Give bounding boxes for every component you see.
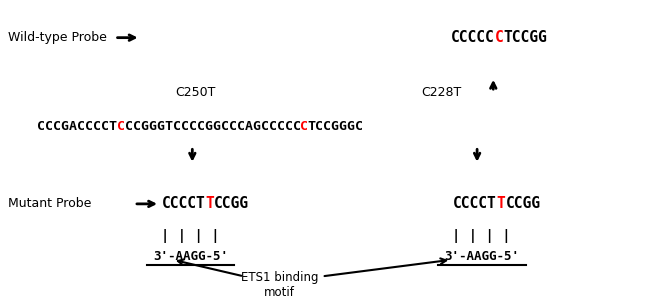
- Text: CCCCT: CCCCT: [453, 196, 497, 211]
- Text: CCCCC: CCCCC: [451, 30, 495, 45]
- Text: C: C: [300, 120, 308, 133]
- Text: CCGGGTCCCCGGCCCAGCCCCC: CCGGGTCCCCGGCCCAGCCCCC: [125, 120, 300, 133]
- Text: CCGG: CCGG: [214, 196, 249, 211]
- Text: T: T: [497, 196, 506, 211]
- Text: T: T: [205, 196, 214, 211]
- Text: CCCCT: CCCCT: [162, 196, 205, 211]
- Text: CCGG: CCGG: [506, 196, 540, 211]
- Text: 3'-AAGG-5': 3'-AAGG-5': [153, 250, 228, 263]
- Text: TCCGGGC: TCCGGGC: [308, 120, 364, 133]
- Text: | | | |: | | | |: [161, 229, 220, 242]
- Text: C: C: [495, 30, 504, 45]
- Text: Mutant Probe: Mutant Probe: [8, 197, 91, 210]
- Text: TCCGG: TCCGG: [504, 30, 547, 45]
- Text: | | | |: | | | |: [452, 229, 511, 242]
- Text: C228T: C228T: [421, 86, 461, 99]
- Text: ETS1 binding
motif: ETS1 binding motif: [241, 271, 318, 300]
- Text: 3'-AAGG-5': 3'-AAGG-5': [444, 250, 519, 263]
- Text: C: C: [116, 120, 125, 133]
- Text: Wild-type Probe: Wild-type Probe: [8, 31, 115, 44]
- Text: C250T: C250T: [176, 86, 216, 99]
- Text: CCCGACCCCT: CCCGACCCCT: [37, 120, 117, 133]
